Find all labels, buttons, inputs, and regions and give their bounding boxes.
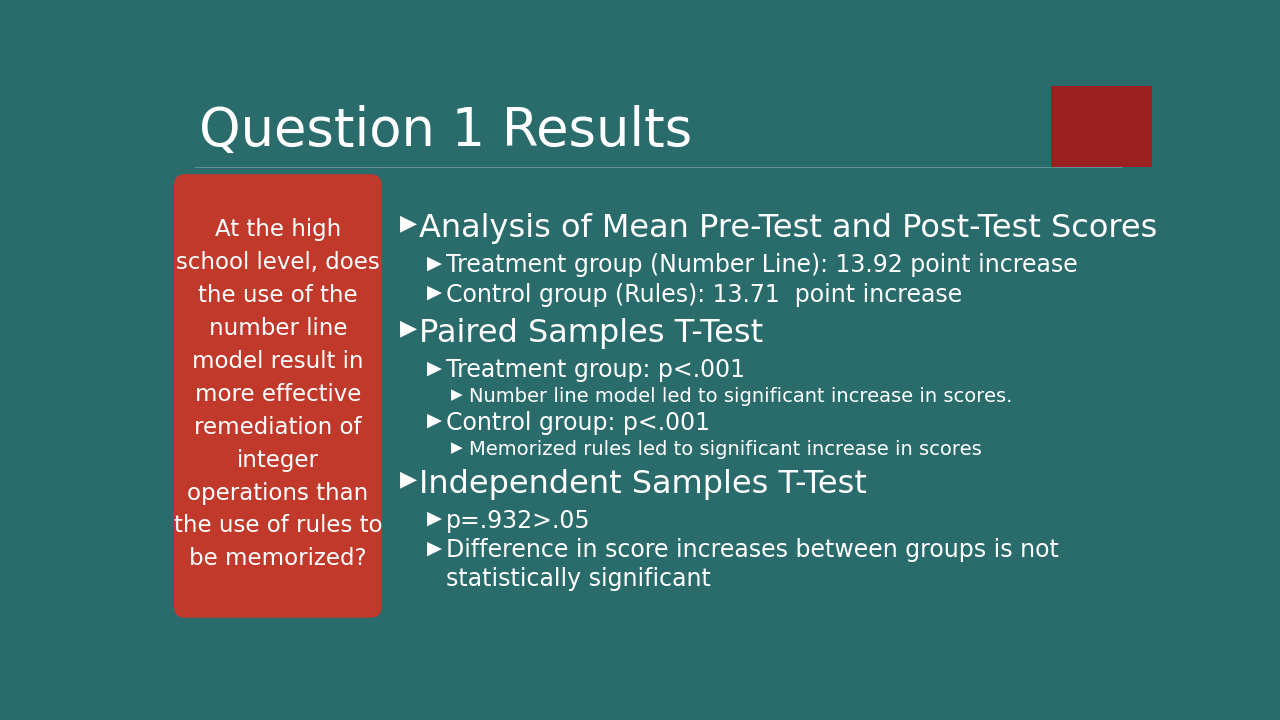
Text: ▶: ▶ [401,318,417,338]
Text: Independent Samples T-Test: Independent Samples T-Test [419,469,867,500]
Text: ▶: ▶ [428,539,443,557]
Text: Memorized rules led to significant increase in scores: Memorized rules led to significant incre… [470,440,982,459]
Text: ▶: ▶ [428,410,443,430]
Text: Control group (Rules): 13.71  point increase: Control group (Rules): 13.71 point incre… [445,283,963,307]
Text: ▶: ▶ [428,509,443,528]
Text: ▶: ▶ [451,440,462,455]
Text: ▶: ▶ [428,283,443,302]
Text: ▶: ▶ [401,213,417,233]
Text: Treatment group (Number Line): 13.92 point increase: Treatment group (Number Line): 13.92 poi… [445,253,1078,277]
Text: ▶: ▶ [401,469,417,489]
Text: Paired Samples T-Test: Paired Samples T-Test [419,318,763,349]
Text: ▶: ▶ [451,387,462,402]
Text: At the high
school level, does
the use of the
number line
model result in
more e: At the high school level, does the use o… [174,218,381,570]
Text: Number line model led to significant increase in scores.: Number line model led to significant inc… [470,387,1012,407]
Text: ▶: ▶ [428,253,443,272]
Text: ▶: ▶ [428,359,443,377]
Text: Question 1 Results: Question 1 Results [198,105,692,157]
FancyBboxPatch shape [174,174,381,618]
Text: Analysis of Mean Pre-Test and Post-Test Scores: Analysis of Mean Pre-Test and Post-Test … [419,213,1157,245]
Text: p=.932>.05: p=.932>.05 [445,509,590,533]
Text: Difference in score increases between groups is not
statistically significant: Difference in score increases between gr… [445,539,1059,591]
Text: Treatment group: p<.001: Treatment group: p<.001 [445,359,745,382]
Bar [1051,86,1152,167]
Text: Control group: p<.001: Control group: p<.001 [445,410,710,435]
